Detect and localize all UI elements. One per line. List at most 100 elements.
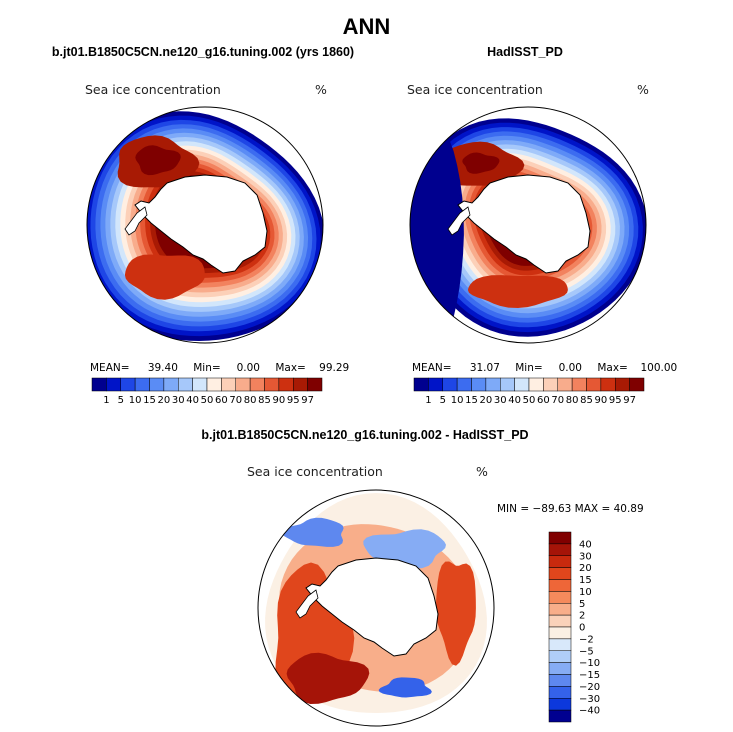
- colorbar-swatch: [571, 377, 587, 392]
- colorbar-swatch: [264, 377, 280, 392]
- weddell-sea-ice: [462, 152, 500, 174]
- panel-3-title: b.jt01.B1850C5CN.ne120_g16.tuning.002 - …: [201, 428, 529, 442]
- colorbar-tick-label: −40: [579, 706, 600, 717]
- panel-1-min-label: Min=: [193, 362, 221, 374]
- colorbar-tick-label: 80: [566, 395, 579, 406]
- panel-1-min-value: 0.00: [236, 362, 260, 374]
- colorbar-tick-label: 40: [579, 539, 592, 550]
- colorbar-tick-label: 15: [465, 395, 478, 406]
- colorbar-tick-label: 60: [537, 395, 550, 406]
- panel-1-max-label: Max=: [275, 362, 306, 374]
- panel-2-units-label: %: [637, 82, 649, 97]
- colorbar-swatch: [149, 377, 165, 392]
- panel-1-mean-label: MEAN=: [90, 362, 130, 374]
- colorbar-swatch: [485, 377, 501, 392]
- colorbar-tick-label: −2: [579, 634, 594, 645]
- panel-3-polar-map: [257, 489, 495, 727]
- colorbar-tick-label: −20: [579, 682, 600, 693]
- positive-anomaly: [286, 652, 370, 704]
- colorbar-tick-label: 0: [579, 623, 585, 634]
- colorbar-swatch: [629, 377, 645, 392]
- colorbar-tick-label: 40: [508, 395, 521, 406]
- colorbar-swatch: [548, 531, 572, 545]
- panel-3-units-label: %: [476, 464, 488, 479]
- colorbar-tick-label: 50: [201, 395, 214, 406]
- colorbar-tick-label: −15: [579, 670, 600, 681]
- colorbar-swatch: [120, 377, 136, 392]
- colorbar-swatch: [91, 377, 107, 392]
- weddell-sea-ice: [135, 145, 181, 176]
- colorbar-swatch: [548, 543, 572, 556]
- panel-1-stats: MEAN= 39.40 Min= 0.00 Max= 99.29: [90, 362, 349, 374]
- colorbar-tick-label: 90: [273, 395, 286, 406]
- colorbar-tick-label: 10: [579, 587, 592, 598]
- colorbar-tick-label: 15: [143, 395, 156, 406]
- panel-1-title: b.jt01.B1850C5CN.ne120_g16.tuning.002 (y…: [51, 45, 355, 59]
- sea-ice-field: [410, 107, 646, 343]
- colorbar-swatch: [548, 698, 572, 711]
- colorbar-tick-label: 1: [425, 395, 431, 406]
- colorbar-swatch: [106, 377, 121, 392]
- panel-2-max-label: Max=: [597, 362, 628, 374]
- colorbar-swatch: [278, 377, 294, 392]
- antarctica-coastline: [457, 174, 591, 274]
- panel-2-min-label: Min=: [515, 362, 543, 374]
- colorbar-swatch: [528, 377, 544, 392]
- colorbar-tick-label: 5: [440, 395, 446, 406]
- panel-2-max-value: 100.00: [640, 362, 678, 374]
- panel-1-mean-value: 39.40: [147, 362, 178, 374]
- colorbar-swatch: [600, 377, 616, 392]
- colorbar-tick-label: 50: [523, 395, 536, 406]
- colorbar-swatch: [548, 555, 572, 568]
- colorbar-swatch: [456, 377, 472, 392]
- colorbar-tick-label: 5: [118, 395, 124, 406]
- colorbar-tick-label: 80: [244, 395, 257, 406]
- panel-2-mean-label: MEAN=: [412, 362, 452, 374]
- colorbar-tick-label: 97: [623, 395, 636, 406]
- colorbar-tick-label: 5: [579, 599, 585, 610]
- colorbar-swatch: [514, 377, 530, 392]
- panel-3-stats: MIN = −89.63 MAX = 40.89: [497, 503, 644, 515]
- colorbar-swatch: [548, 686, 572, 699]
- ross-sea-ice: [124, 254, 205, 300]
- positive-anomaly: [435, 561, 476, 666]
- colorbar-tick-label: −10: [579, 658, 600, 669]
- colorbar-swatch: [471, 377, 487, 392]
- colorbar-swatch: [548, 709, 572, 723]
- antarctica-coastline: [134, 174, 268, 274]
- colorbar-tick-label: 95: [287, 395, 300, 406]
- colorbar-swatch: [307, 377, 323, 392]
- colorbar-tick-label: 30: [172, 395, 185, 406]
- colorbar-swatch: [615, 377, 630, 392]
- colorbar-tick-label: 60: [215, 395, 228, 406]
- colorbar-tick-label: 15: [579, 575, 592, 586]
- panel-2-colorbar: 1 5 10 15 20 30 40 50 60 70 80 85 90 95 97: [413, 377, 645, 406]
- colorbar-tick-label: 10: [129, 395, 142, 406]
- colorbar-swatch: [221, 377, 236, 392]
- colorbar-tick-label: 97: [301, 395, 314, 406]
- colorbar-swatch: [548, 614, 572, 628]
- panel-1-max-value: 99.29: [319, 362, 350, 374]
- colorbar-swatch: [500, 377, 515, 392]
- colorbar-swatch: [235, 377, 251, 392]
- map-frame: [86, 106, 324, 344]
- colorbar-swatch: [548, 591, 572, 604]
- panel-2-mean-value: 31.07: [469, 362, 500, 374]
- antarctic-peninsula: [295, 589, 319, 619]
- colorbar-tick-label: 10: [451, 395, 464, 406]
- panel-2-polar-map: [409, 106, 647, 344]
- colorbar-swatch: [548, 579, 572, 592]
- panel-1-variable-label: Sea ice concentration: [85, 82, 221, 97]
- colorbar-tick-label: 70: [229, 395, 242, 406]
- colorbar-swatch: [428, 377, 443, 392]
- antarctic-peninsula: [447, 206, 471, 236]
- colorbar-swatch: [548, 567, 572, 580]
- figure-title: ANN: [342, 14, 391, 39]
- panel-2-title: HadISST_PD: [487, 45, 563, 59]
- colorbar-swatch: [548, 626, 572, 640]
- panel-3-variable-label: Sea ice concentration: [247, 464, 383, 479]
- colorbar-tick-label: 70: [551, 395, 564, 406]
- panel-1-polar-map: [86, 106, 324, 344]
- colorbar-tick-label: 30: [579, 551, 592, 562]
